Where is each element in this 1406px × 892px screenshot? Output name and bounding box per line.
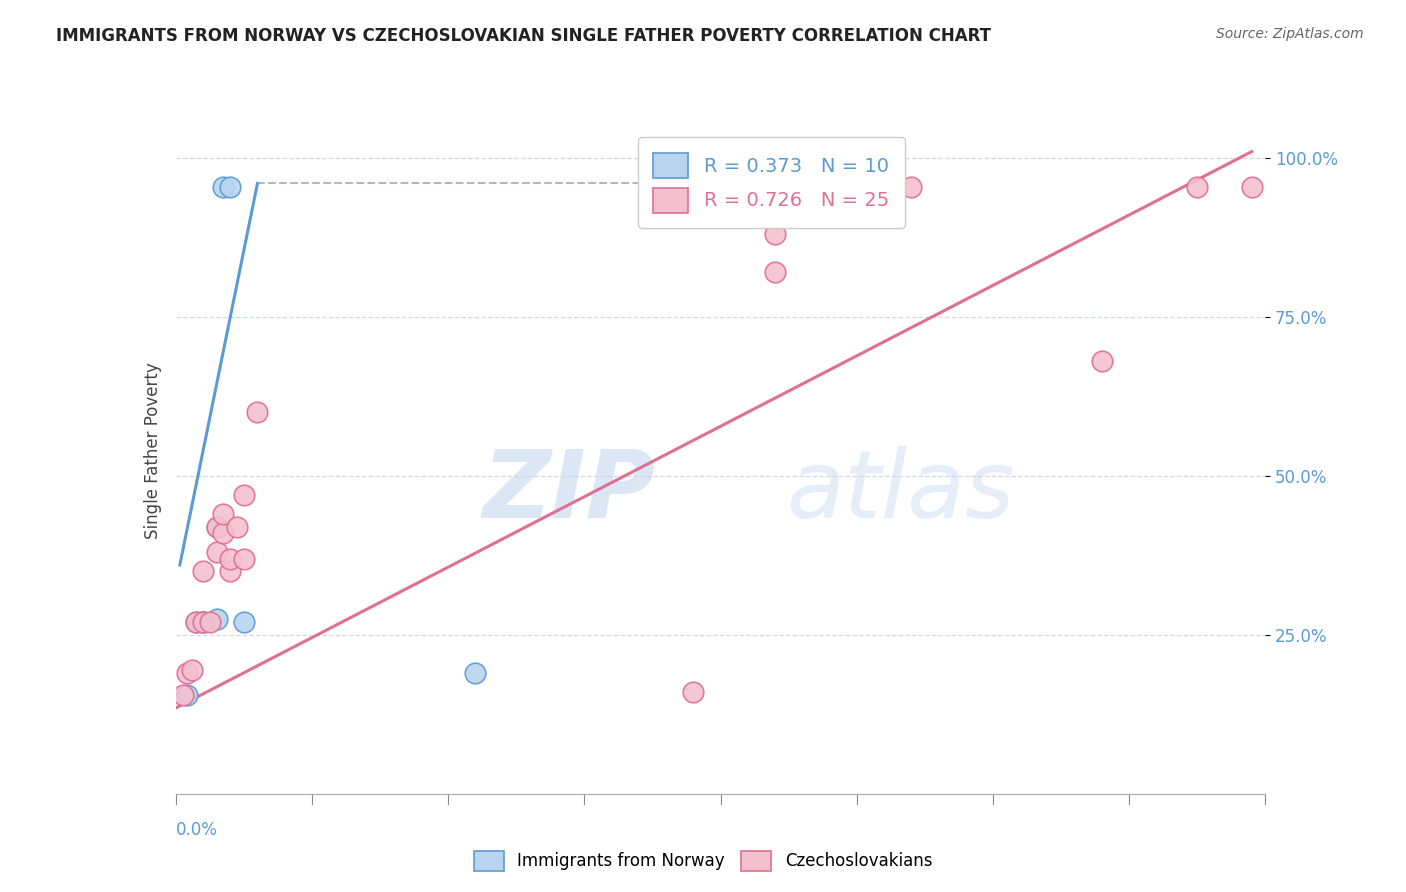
- Point: [763, 227, 786, 242]
- Point: [219, 551, 242, 566]
- Point: [212, 179, 235, 194]
- Text: IMMIGRANTS FROM NORWAY VS CZECHOSLOVAKIAN SINGLE FATHER POVERTY CORRELATION CHAR: IMMIGRANTS FROM NORWAY VS CZECHOSLOVAKIA…: [56, 27, 991, 45]
- Text: 0.0%: 0.0%: [176, 822, 218, 839]
- Point: [205, 612, 228, 626]
- Point: [186, 615, 208, 630]
- Point: [219, 564, 242, 578]
- Point: [232, 615, 254, 630]
- Text: ZIP: ZIP: [482, 446, 655, 538]
- Point: [682, 685, 704, 699]
- Point: [792, 179, 814, 194]
- Point: [191, 564, 214, 578]
- Legend: Immigrants from Norway, Czechoslovakians: Immigrants from Norway, Czechoslovakians: [465, 842, 941, 880]
- Point: [176, 666, 198, 681]
- Point: [226, 520, 249, 534]
- Point: [900, 179, 922, 194]
- Point: [191, 615, 214, 630]
- Point: [205, 520, 228, 534]
- Point: [763, 265, 786, 279]
- Point: [246, 405, 269, 419]
- Point: [212, 526, 235, 541]
- Point: [176, 688, 198, 702]
- Point: [191, 615, 214, 630]
- Point: [1091, 354, 1114, 368]
- Legend: R = 0.373   N = 10, R = 0.726   N = 25: R = 0.373 N = 10, R = 0.726 N = 25: [638, 137, 904, 228]
- Point: [186, 615, 208, 630]
- Point: [205, 520, 228, 534]
- Text: atlas: atlas: [786, 446, 1014, 537]
- Point: [1187, 179, 1209, 194]
- Point: [172, 688, 194, 702]
- Point: [191, 615, 214, 630]
- Point: [1240, 179, 1263, 194]
- Point: [181, 663, 204, 677]
- Point: [205, 545, 228, 559]
- Point: [232, 488, 254, 502]
- Point: [232, 551, 254, 566]
- Text: Source: ZipAtlas.com: Source: ZipAtlas.com: [1216, 27, 1364, 41]
- Point: [198, 615, 221, 630]
- Point: [219, 179, 242, 194]
- Y-axis label: Single Father Poverty: Single Father Poverty: [143, 362, 162, 539]
- Point: [212, 507, 235, 521]
- Point: [464, 666, 486, 681]
